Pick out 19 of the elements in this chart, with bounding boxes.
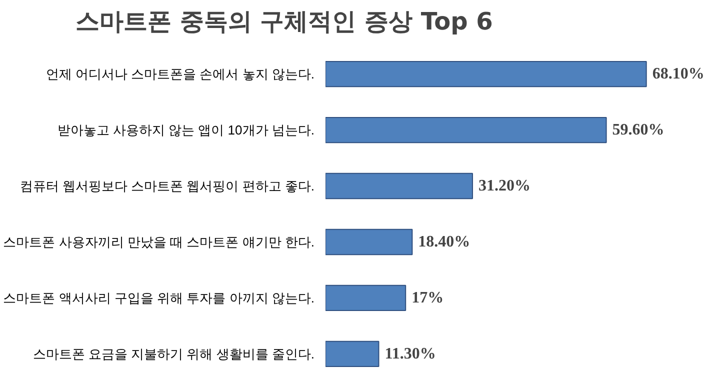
y-tick-label: 컴퓨터 웹서핑보다 스마트폰 웹서핑이 편하고 좋다.: [20, 178, 314, 194]
y-tick-label: 스마트폰 사용자끼리 만났을 때 스마트폰 얘기만 한다.: [3, 234, 315, 250]
y-tick-label: 스마트폰 요금을 지불하기 위해 생활비를 줄인다.: [32, 346, 314, 362]
bar: [326, 116, 607, 144]
y-tick-label: 언제 어디서나 스마트폰을 손에서 놓지 않는다.: [46, 66, 314, 82]
y-tick-label: 받아놓고 사용하지 않는 앱이 10개가 넘는다.: [57, 122, 315, 138]
bar: [326, 60, 647, 88]
bar: [326, 340, 380, 368]
y-tick-label: 스마트폰 액서사리 구입을 위해 투자를 아끼지 않는다.: [3, 290, 315, 306]
data-label: 68.10%: [652, 66, 704, 83]
data-label: 18.40%: [418, 233, 470, 250]
chart-title: 스마트폰 중독의 구체적인 증상 Top 6: [76, 8, 493, 36]
bar: [326, 284, 406, 312]
bar: [326, 228, 413, 256]
data-label: 31.20%: [478, 178, 530, 195]
data-label: 59.60%: [612, 122, 664, 139]
bar: [326, 172, 473, 200]
data-label: 11.30%: [384, 345, 436, 362]
data-label: 17%: [412, 289, 444, 306]
